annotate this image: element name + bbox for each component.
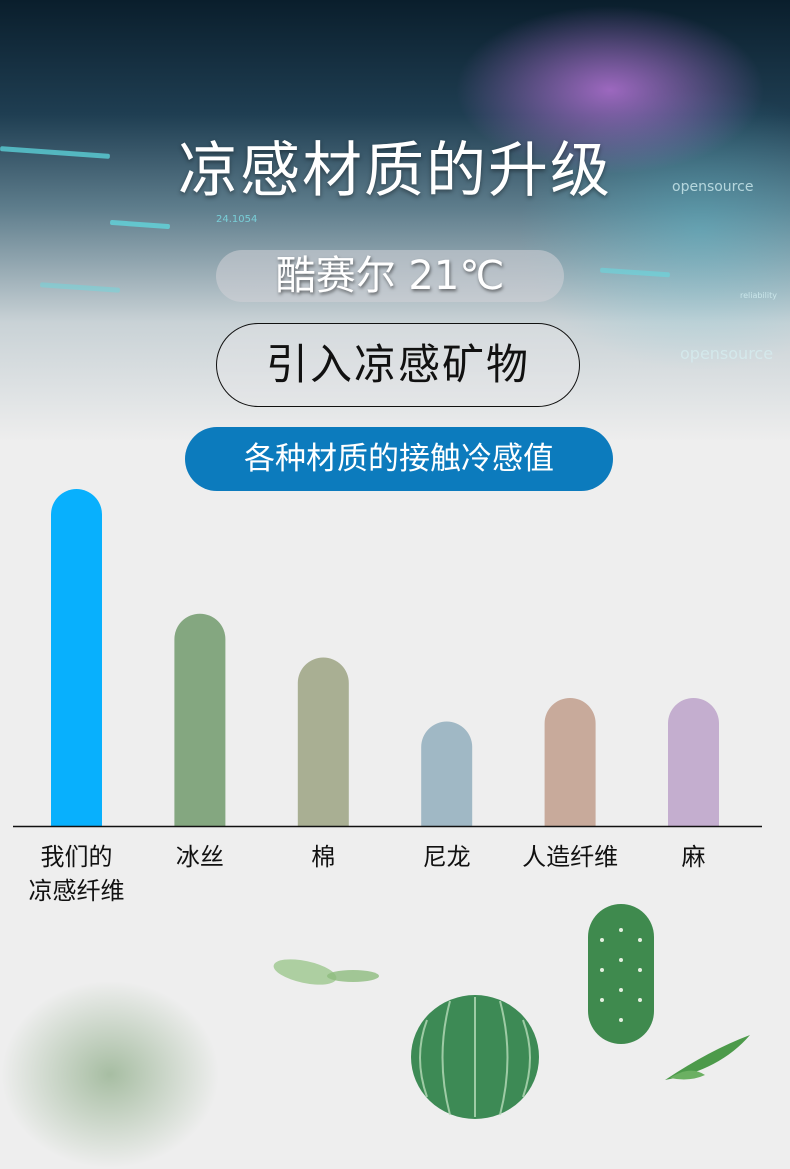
category-label: 尼龙 — [388, 840, 506, 874]
mineral-badge: 引入凉感矿物 — [216, 323, 580, 407]
light-streak — [109, 219, 171, 230]
bar-3 — [421, 721, 473, 826]
category-label-line: 尼龙 — [422, 843, 471, 871]
category-label: 棉 — [264, 840, 382, 874]
chart-title-badge: 各种材质的接触冷感值 — [185, 427, 613, 491]
leaf-decoration — [665, 1035, 750, 1080]
bar-5 — [668, 697, 719, 826]
light-streak — [599, 267, 671, 278]
category-label-line: 麻 — [681, 843, 706, 871]
leaf-decoration — [273, 959, 379, 985]
category-label: 麻 — [635, 840, 753, 874]
blurred-plant-decoration — [0, 980, 220, 1169]
bar-0 — [51, 489, 102, 826]
page-title: 凉感材质的升级 — [178, 136, 612, 206]
round-cactus-decoration — [411, 995, 539, 1119]
background-text: opensource — [680, 344, 774, 363]
temperature-badge: 酷赛尔 21℃ — [216, 250, 564, 302]
bar-4 — [544, 697, 596, 826]
light-streak — [39, 282, 121, 293]
bar-chart — [13, 489, 762, 828]
background-text: opensource — [672, 179, 754, 195]
bar-2 — [297, 657, 349, 826]
background-text: 24.1054 — [216, 214, 258, 225]
tall-cactus-decoration — [588, 904, 654, 1044]
background-text: reliability — [740, 291, 777, 300]
category-label: 我们的 凉感纤维 — [18, 840, 136, 908]
category-label: 冰丝 — [141, 840, 259, 874]
category-label-line: 人造纤维 — [522, 843, 619, 871]
category-label-line: 冰丝 — [175, 843, 224, 871]
category-label: 人造纤维 — [511, 840, 629, 874]
category-label-line: 棉 — [311, 843, 336, 871]
category-label-line: 我们的 — [40, 843, 113, 871]
category-label-line: 凉感纤维 — [28, 877, 125, 905]
bar-1 — [174, 613, 226, 826]
